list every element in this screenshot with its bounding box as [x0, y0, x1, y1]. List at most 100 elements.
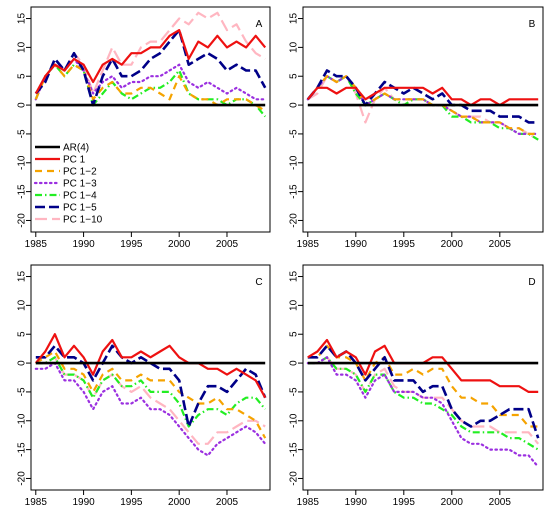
- series-line-pc13: [306, 356, 540, 468]
- plot-frame: [30, 6, 271, 233]
- y-tick-label: 15: [17, 13, 28, 25]
- series-line-pc110: [35, 356, 266, 445]
- x-tick-label: 1990: [345, 497, 368, 508]
- y-tick-label: 10: [17, 299, 28, 311]
- y-tick-label: 0: [17, 102, 28, 108]
- series-line-pc12: [34, 63, 266, 112]
- x-tick-label: 1985: [25, 497, 48, 508]
- legend-label: PC 1: [63, 155, 86, 166]
- panel-c: 15 10 5 0 -5 -10 -15 -20 1985 1990 1995 2000 2005 C: [17, 264, 271, 508]
- x-tick-label: 1990: [345, 239, 368, 250]
- series-line-pc14: [306, 75, 539, 141]
- y-tick-label: -20: [289, 213, 300, 228]
- plot-frame: [302, 264, 544, 491]
- series-line-pc15: [306, 69, 539, 124]
- y-tick-label: 5: [17, 331, 28, 337]
- y-tick-label: -5: [289, 387, 300, 396]
- series-line-pc15: [35, 344, 267, 428]
- legend-item: PC 1−3: [33, 179, 97, 190]
- series-line-pc14: [307, 356, 539, 451]
- y-tick-label: 0: [289, 102, 300, 108]
- y-tick-label: 0: [289, 360, 300, 366]
- y-tick-label: 10: [17, 41, 28, 53]
- legend-item: PC 1: [35, 155, 86, 166]
- legend-item: AR(4): [35, 143, 89, 154]
- series-line-pc15: [307, 344, 540, 439]
- series-line-pc1: [307, 338, 539, 393]
- series-line-pc13: [34, 362, 267, 457]
- x-tick-label: 2000: [441, 497, 464, 508]
- legend-label: PC 1−10: [63, 215, 103, 226]
- legend: AR(4)PC 1PC 1−2PC 1−3PC 1−4PC 1−5PC 1−10: [33, 143, 103, 226]
- y-tick-label: -20: [17, 471, 28, 486]
- y-tick-label: -20: [289, 471, 300, 486]
- y-tick-label: -10: [17, 413, 28, 428]
- legend-label: AR(4): [63, 143, 89, 154]
- x-tick-label: 2005: [216, 497, 239, 508]
- y-tick-label: -10: [289, 413, 300, 428]
- series-line-pc12: [307, 344, 539, 428]
- x-tick-label: 2000: [168, 497, 191, 508]
- series-line-pc110: [307, 356, 540, 445]
- x-tick-label: 2005: [489, 239, 512, 250]
- series-line-pc15: [34, 28, 267, 107]
- legend-label: PC 1−5: [63, 203, 97, 214]
- x-tick-label: 1995: [393, 497, 416, 508]
- y-tick-label: 15: [289, 13, 300, 25]
- panel-label: C: [255, 277, 262, 288]
- series-line-pc12: [35, 350, 267, 439]
- y-tick-label: 10: [289, 41, 300, 53]
- panel-label: B: [529, 19, 536, 30]
- legend-item: PC 1−2: [35, 167, 97, 178]
- y-tick-label: -5: [289, 129, 300, 138]
- y-tick-label: -5: [17, 129, 28, 138]
- x-tick-label: 1990: [72, 239, 95, 250]
- legend-item: PC 1−4: [35, 191, 97, 202]
- y-tick-label: -15: [289, 442, 300, 457]
- y-tick-label: 10: [289, 299, 300, 311]
- x-tick-label: 2005: [216, 239, 239, 250]
- x-tick-label: 1995: [393, 239, 416, 250]
- panel-b: 15 10 5 0 -5 -10 -15 -20 1985 1990 1995 2000 2005 B: [289, 6, 544, 250]
- legend-label: PC 1−2: [63, 167, 97, 178]
- legend-item: PC 1−10: [35, 215, 103, 226]
- x-tick-label: 2000: [441, 239, 464, 250]
- x-tick-label: 1990: [72, 497, 95, 508]
- y-tick-label: 5: [289, 331, 300, 337]
- y-tick-label: 15: [289, 271, 300, 283]
- y-tick-label: -20: [17, 213, 28, 228]
- y-tick-label: -5: [17, 387, 28, 396]
- series-line-pc1: [306, 86, 539, 107]
- x-tick-label: 2000: [168, 239, 191, 250]
- series-line-pc12: [306, 75, 539, 135]
- y-tick-label: 15: [17, 271, 28, 283]
- y-tick-label: -15: [17, 184, 28, 199]
- plot-frame: [30, 264, 271, 491]
- panel-label: A: [256, 19, 263, 30]
- y-tick-label: -10: [17, 155, 28, 170]
- x-tick-label: 1985: [25, 239, 48, 250]
- x-tick-label: 1995: [120, 239, 143, 250]
- x-tick-label: 2005: [489, 497, 512, 508]
- series-line-pc110: [34, 11, 266, 100]
- y-tick-label: 5: [17, 73, 28, 79]
- panel-label: D: [528, 277, 535, 288]
- series-line-pc110: [307, 75, 539, 141]
- series-line-pc1: [34, 333, 267, 399]
- panel-d: 15 10 5 0 -5 -10 -15 -20 1985 1990 1995 2000 2005 D: [289, 264, 544, 508]
- x-tick-label: 1995: [120, 497, 143, 508]
- series-line-pc14: [35, 356, 267, 428]
- plot-frame: [302, 6, 544, 233]
- legend-label: PC 1−3: [63, 179, 97, 190]
- legend-label: PC 1−4: [63, 191, 97, 202]
- panel-a: 15 10 5 0 -5 -10 -15 -20 1985 1990 1995 2000 2005 A: [17, 6, 271, 250]
- legend-item: PC 1−5: [35, 203, 97, 214]
- y-tick-label: 0: [17, 360, 28, 366]
- series-line-pc1: [34, 29, 267, 95]
- y-tick-label: -10: [289, 155, 300, 170]
- y-tick-label: 5: [289, 73, 300, 79]
- x-tick-label: 1985: [297, 497, 320, 508]
- y-tick-label: -15: [289, 184, 300, 199]
